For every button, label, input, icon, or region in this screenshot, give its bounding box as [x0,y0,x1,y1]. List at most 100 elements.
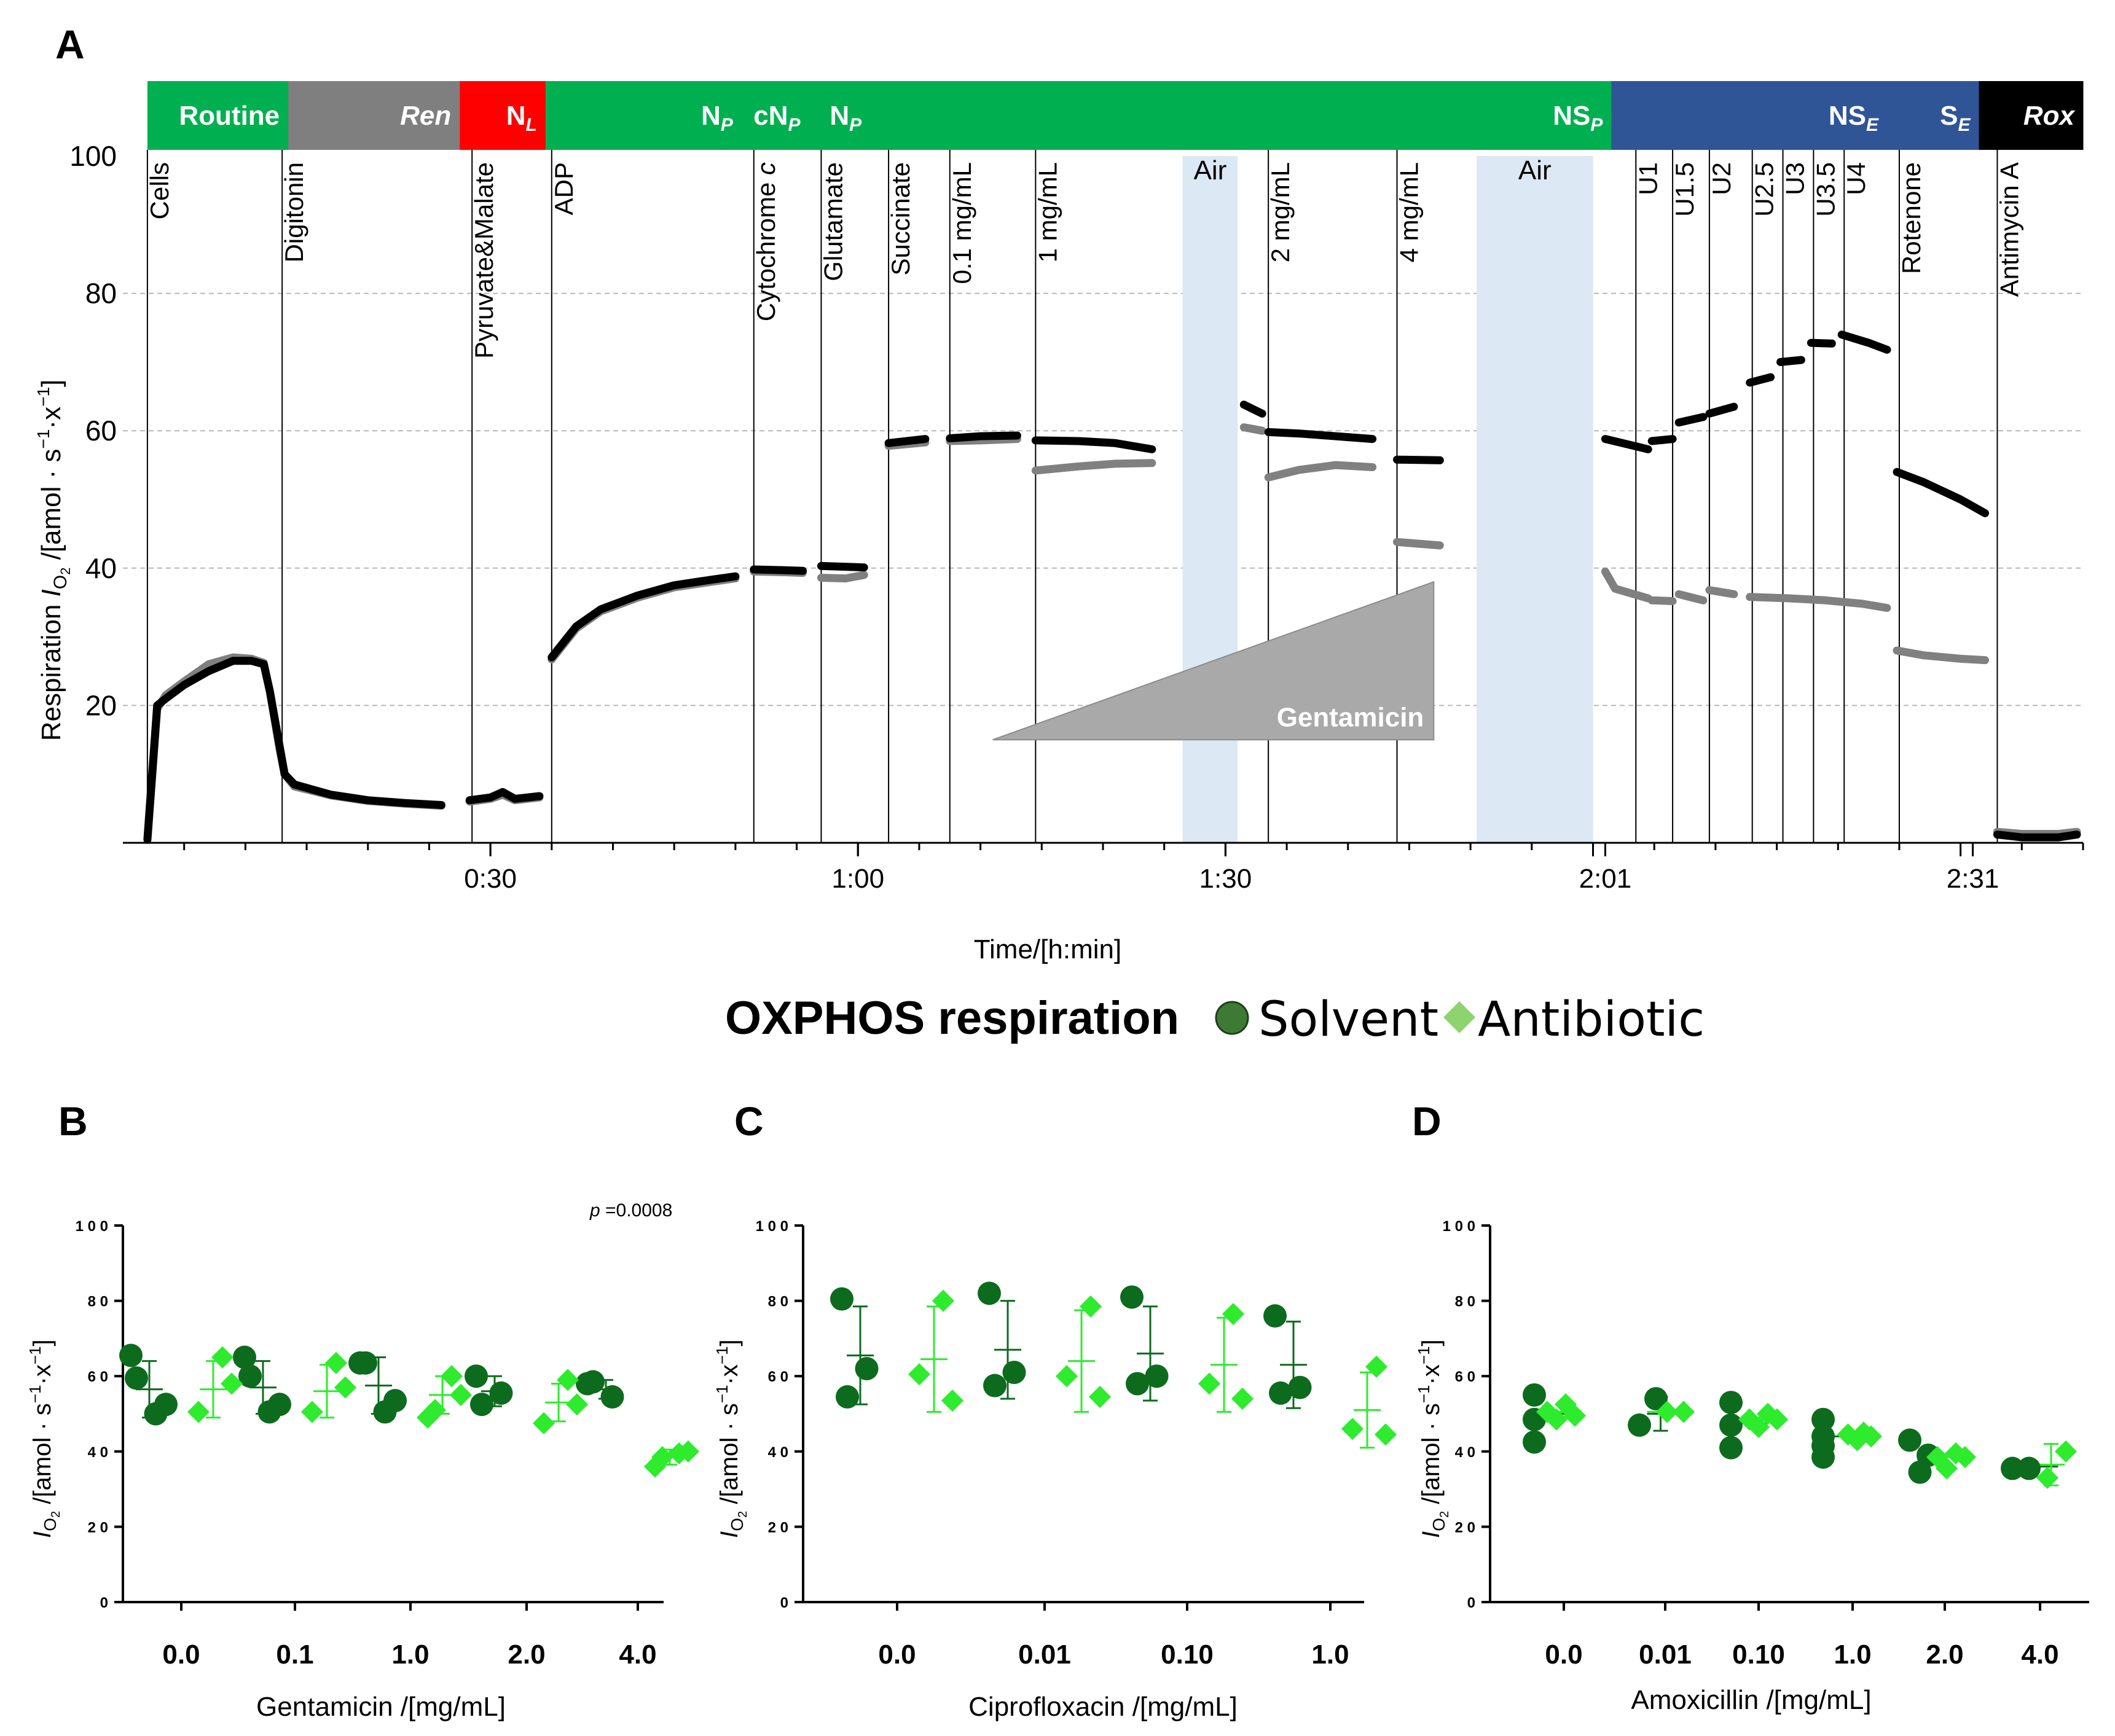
air-period-label: Air [1194,155,1227,186]
event-label: 2 mg/mL [1266,162,1295,262]
trace-solvent [1239,401,1266,418]
trace-solvent [1601,435,1652,453]
data-point-antibiotic [187,1401,210,1423]
data-point-antibiotic [334,1376,357,1399]
data-point-solvent [855,1356,879,1380]
panel-d-chart: 0 2 0 4 0 6 0 8 0 1 0 0 0.0 0.01 0.10 1.0 2.0 4.0 [1443,1218,2089,1670]
data-point-solvent [1719,1391,1743,1415]
data-point-solvent [1288,1375,1312,1399]
category-label: 0.01 [1639,1640,1692,1670]
data-point-antibiotic [1747,1415,1770,1439]
data-point-antibiotic [440,1365,463,1388]
panel-label-a: A [55,22,85,67]
trace-antibiotic [143,653,289,844]
panel-b-xlabel: Gentamicin /[mg/mL] [256,1692,506,1722]
event-label: Cells [145,162,174,219]
trace-solvent [1837,330,1891,354]
trace-antibiotic [1674,590,1708,604]
data-point-solvent [600,1385,624,1409]
data-point-solvent [1120,1285,1144,1309]
y-tick-label: 0 [1467,1595,1475,1611]
data-point-solvent [1628,1413,1651,1437]
gentamicin-wedge-shape [992,581,1435,741]
panel-a-state-bar: Routine Ren NL NP cNP NP NSP NSE SE Rox [147,81,2084,150]
event-label: Cytochrome c [751,162,780,321]
y-tick-label: 2 0 [768,1519,788,1536]
y-tick-label: 8 0 [88,1294,108,1310]
data-point-antibiotic [1672,1401,1695,1423]
data-point-solvent [1269,1381,1292,1405]
trace-solvent [817,561,868,572]
trace-solvent [1746,373,1775,387]
category-label: 4.0 [619,1640,656,1670]
event-label: U2.5 [1750,162,1779,217]
y-tick-label: 6 0 [88,1369,108,1385]
state-label: Routine [179,101,280,131]
trace-solvent [1993,831,2081,842]
data-point-solvent [581,1370,605,1394]
data-point-solvent [1145,1364,1169,1388]
air-period [1477,156,1593,843]
trace-antibiotic [1746,593,1891,612]
panel-c-chart: 0 2 0 4 0 6 0 8 0 1 0 0 0.0 0.01 0.10 1.0 [756,1218,1397,1670]
panel-label-d: D [1412,1098,1442,1144]
panel-c-ylabel: IO2 /[amol · s−1·x−1] [713,1339,750,1538]
data-point-antibiotic [932,1289,955,1312]
data-point-antibiotic [1765,1408,1789,1431]
panel-a-y-tick-label: 40 [85,552,117,584]
data-point-solvent [125,1366,148,1390]
panel-c-xlabel: Ciprofloxacin /[mg/mL] [968,1692,1238,1722]
legend-solvent-marker [1215,1001,1249,1035]
state-block [545,81,742,150]
data-point-antibiotic [941,1389,964,1412]
category-label: 4.0 [2021,1640,2058,1670]
trace-solvent [465,788,544,805]
panel-d-xlabel: Amoxicillin /[mg/mL] [1631,1685,1871,1715]
category-label: 0.0 [878,1640,916,1670]
event-label: Pyruvate&Malate [469,162,498,359]
event-label: Antimycin A [1995,162,2023,297]
data-point-antibiotic [677,1440,700,1463]
data-point-antibiotic [651,1445,674,1469]
event-label: U3 [1781,162,1810,195]
data-point-solvent [836,1385,859,1409]
trace-solvent [884,435,930,447]
data-point-solvent [983,1374,1006,1398]
panel-a-gridlines [123,292,2083,706]
data-point-antibiotic [1374,1423,1397,1446]
trace-antibiotic [1647,596,1677,605]
event-label: Rotenone [1897,162,1926,274]
data-point-solvent [1263,1304,1287,1328]
legend-antibiotic-marker [1443,1001,1475,1033]
y-tick-label: 1 0 0 [1443,1218,1475,1235]
trace-solvent [1264,428,1377,444]
y-tick-label: 1 0 0 [756,1218,788,1235]
y-tick-label: 8 0 [1455,1294,1475,1310]
event-label: 0.1 mg/mL [948,162,976,284]
panel-a-y-tick-label: 60 [85,415,117,447]
y-tick-label: 2 0 [1455,1519,1475,1536]
category-label: 0.01 [1018,1640,1071,1670]
data-point-solvent [154,1393,178,1417]
state-block [1611,81,1888,150]
panel-b-ylabel: IO2 /[amol · s−1·x−1] [26,1339,63,1538]
state-block [809,81,871,150]
data-point-solvent [2017,1456,2041,1480]
data-point-solvent [383,1389,407,1413]
y-tick-label: 2 0 [88,1519,108,1536]
trace-antibiotic [1031,459,1156,475]
y-tick-label: 6 0 [1455,1369,1475,1385]
data-point-solvent [489,1381,513,1405]
panel-b-chart: 0 2 0 4 0 6 0 8 0 1 0 0 0.0 0.1 1.0 2.0 4.0 [76,1218,700,1670]
data-point-antibiotic [1341,1417,1364,1441]
data-point-solvent [1126,1372,1149,1396]
data-point-solvent [1908,1460,1932,1484]
data-point-antibiotic [1079,1295,1102,1318]
state-label: Ren [400,101,451,131]
data-point-antibiotic [2036,1466,2059,1489]
trace-solvent [143,657,289,843]
state-block [147,81,289,150]
state-block [1887,81,1980,150]
trace-solvent [750,565,807,575]
